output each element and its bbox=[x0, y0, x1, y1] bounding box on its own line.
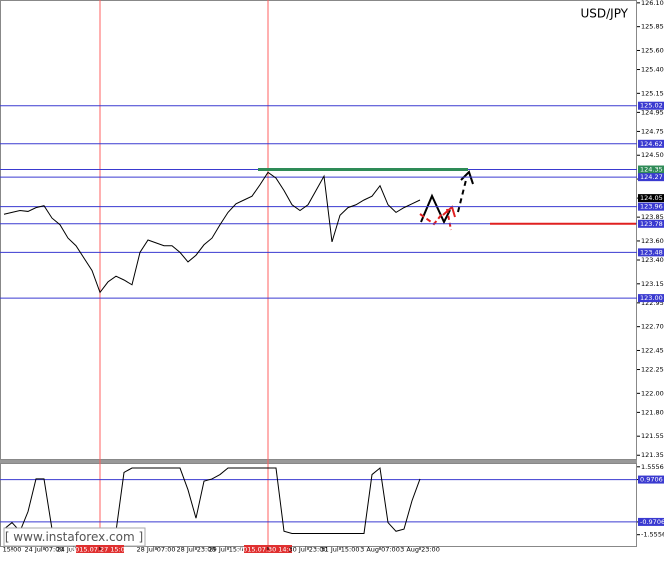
level-label: -0.9706 bbox=[640, 518, 664, 526]
y-tick-label: 125.15 bbox=[641, 89, 664, 97]
watermark-box bbox=[3, 527, 146, 547]
level-label: 123.00 bbox=[640, 294, 663, 302]
level-label: 124.35 bbox=[640, 166, 663, 174]
level-label-box bbox=[638, 248, 664, 257]
chart-title: USD/JPY bbox=[580, 7, 628, 21]
forecast-path bbox=[420, 193, 451, 225]
level-label: 123.78 bbox=[640, 220, 663, 228]
level-label-box bbox=[638, 202, 664, 211]
y-tick-label: 121.35 bbox=[641, 451, 664, 459]
level-label-box bbox=[638, 219, 664, 228]
y-tick-label: 124.75 bbox=[641, 127, 664, 135]
x-tick-label: 24 Jul 07:00 bbox=[25, 546, 64, 554]
level-label-box bbox=[638, 165, 664, 174]
y-tick-label: 124.50 bbox=[641, 151, 664, 159]
y-tick-label: 122.45 bbox=[641, 346, 664, 354]
level-label: 0.9706 bbox=[640, 476, 663, 484]
level-label-box bbox=[638, 294, 664, 303]
x-tick-label: 3 Aug 07:00 bbox=[360, 546, 400, 554]
y-tick-label: 124.95 bbox=[641, 108, 664, 116]
x-tick-label: 15:00 bbox=[3, 546, 22, 554]
x-tick-label: 29 Jul 15:00 bbox=[209, 546, 248, 554]
y-tick-label: 123.15 bbox=[641, 280, 664, 288]
price-line bbox=[3, 467, 421, 534]
y-tick-label: 121.55 bbox=[641, 432, 664, 440]
y-tick-label: 1.5556 bbox=[641, 463, 664, 471]
x-tick-label: 31 Jul 15:00 bbox=[321, 546, 360, 554]
y-tick-label: 126.10 bbox=[641, 0, 664, 7]
level-label: 124.62 bbox=[640, 140, 663, 148]
panel-separator bbox=[0, 460, 637, 463]
level-label: 123.48 bbox=[640, 248, 663, 256]
last-price-box bbox=[638, 194, 664, 203]
forecast-path bbox=[457, 179, 467, 213]
y-tick-label: 125.60 bbox=[641, 46, 664, 54]
forecast bbox=[419, 170, 474, 231]
x-tick-label: 28 Jul 23:00 bbox=[177, 546, 216, 554]
y-tick-label: 121.80 bbox=[641, 408, 664, 416]
x-tick-label: 28 Jul 07:00 bbox=[137, 546, 176, 554]
level-label-box bbox=[638, 173, 664, 182]
y-tick-label: 122.95 bbox=[641, 299, 664, 307]
y-tick-label: 122.25 bbox=[641, 366, 664, 374]
y-tick-label: 123.85 bbox=[641, 213, 664, 221]
level-label: 123.96 bbox=[640, 203, 663, 211]
y-tick-label: 122.00 bbox=[641, 389, 664, 397]
main-panel-frame bbox=[0, 0, 637, 460]
level-label: 125.02 bbox=[640, 102, 663, 110]
y-tick-label: 122.70 bbox=[641, 323, 664, 331]
y-tick-label: -1.5556 bbox=[641, 531, 664, 539]
level-label-box bbox=[638, 101, 664, 110]
y-tick-label: 125.40 bbox=[641, 66, 664, 74]
y-tick-label: 123.60 bbox=[641, 237, 664, 245]
forecast-path bbox=[446, 208, 452, 231]
x-tick-label: 30 Jul 23:00 bbox=[289, 546, 328, 554]
watermark: [ www.instaforex.com ] bbox=[5, 530, 143, 544]
price-line bbox=[3, 171, 421, 294]
y-tick-label: 123.40 bbox=[641, 256, 664, 264]
y-tick-label: 125.85 bbox=[641, 23, 664, 31]
x-tick-label: 2015.07.27 15:00 bbox=[71, 546, 129, 554]
forecast-arrow bbox=[460, 170, 474, 185]
oscillator-panel-frame bbox=[0, 463, 637, 547]
x-tick-label: 3 Aug 23:00 bbox=[400, 546, 440, 554]
level-label-box bbox=[638, 517, 664, 526]
level-label: 124.27 bbox=[640, 173, 663, 181]
level-label-box bbox=[638, 475, 664, 484]
level-label-box bbox=[638, 139, 664, 148]
last-price-label: 124.05 bbox=[640, 194, 663, 202]
x-tick-label: 2015.07.30 14:00 bbox=[239, 546, 297, 554]
